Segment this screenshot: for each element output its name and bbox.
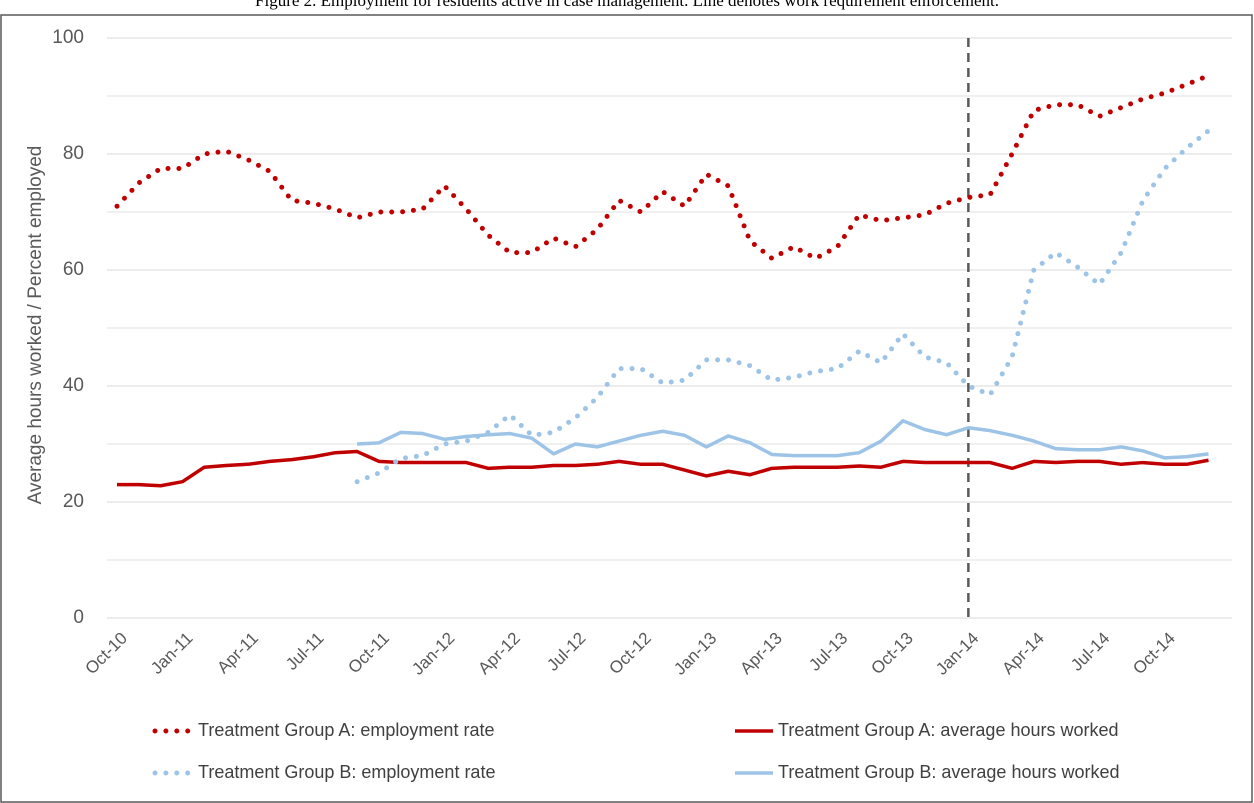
x-tick-label: Jan-12 bbox=[408, 629, 458, 679]
x-tick-label: Oct-12 bbox=[605, 629, 655, 679]
x-tick-label: Jul-13 bbox=[805, 629, 851, 675]
x-tick-label: Apr-11 bbox=[213, 629, 262, 678]
y-tick-label: 40 bbox=[63, 375, 84, 396]
series-line bbox=[117, 449, 1209, 488]
x-tick-label: Oct-10 bbox=[81, 629, 131, 679]
legend-label: Treatment Group A: average hours worked bbox=[778, 720, 1119, 740]
x-tick-label: Oct-11 bbox=[344, 629, 393, 678]
y-tick-label: 20 bbox=[63, 491, 84, 512]
series-line bbox=[114, 73, 1211, 262]
y-tick-label: 60 bbox=[63, 259, 84, 280]
x-tick-label: Oct-13 bbox=[867, 629, 917, 679]
x-tick-label: Oct-14 bbox=[1129, 629, 1179, 679]
x-tick-label: Apr-13 bbox=[736, 629, 786, 679]
series-line bbox=[357, 419, 1209, 460]
series-line bbox=[354, 128, 1211, 485]
y-tick-label: 0 bbox=[73, 607, 84, 628]
y-tick-label: 80 bbox=[63, 143, 84, 164]
legend-label: Treatment Group A: employment rate bbox=[198, 720, 494, 740]
x-tick-label: Jul-11 bbox=[282, 629, 327, 674]
y-axis-label: Average hours worked / Percent employed bbox=[25, 146, 46, 505]
x-tick-label: Apr-12 bbox=[474, 629, 524, 679]
x-tick-label: Jul-14 bbox=[1067, 629, 1113, 675]
chart-title: Figure 2. Employment for residents activ… bbox=[255, 0, 999, 10]
x-tick-label: Jan-13 bbox=[670, 629, 720, 679]
legend-label: Treatment Group B: average hours worked bbox=[778, 762, 1120, 782]
legend-label: Treatment Group B: employment rate bbox=[198, 762, 495, 782]
chart-border bbox=[0, 14, 1253, 803]
x-tick-label: Jan-11 bbox=[147, 629, 196, 678]
x-tick-label: Apr-14 bbox=[998, 629, 1048, 679]
y-tick-label: 100 bbox=[52, 27, 84, 48]
x-tick-label: Jul-12 bbox=[543, 629, 589, 675]
x-tick-label: Jan-14 bbox=[932, 629, 982, 679]
